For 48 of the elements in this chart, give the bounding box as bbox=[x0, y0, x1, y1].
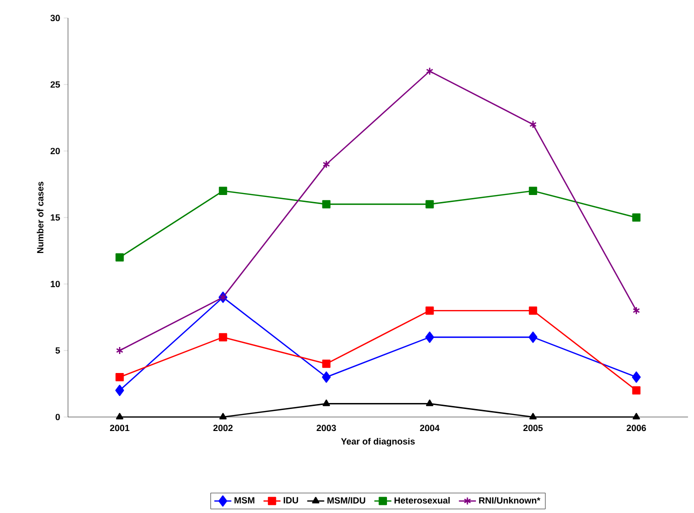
point bbox=[632, 412, 640, 420]
point bbox=[116, 372, 124, 382]
point bbox=[322, 360, 330, 368]
x-axis-title: Year of diagnosis bbox=[341, 438, 415, 446]
x-tick-label: 2003 bbox=[316, 424, 336, 432]
legend-label: IDU bbox=[284, 497, 298, 504]
point bbox=[218, 333, 228, 342]
y-tick-label: 25 bbox=[50, 81, 60, 88]
point bbox=[632, 386, 640, 395]
point bbox=[116, 346, 124, 355]
y-tick-label: 15 bbox=[50, 214, 60, 221]
y-axis-title: Number of cases bbox=[36, 182, 44, 254]
point bbox=[426, 200, 434, 208]
point bbox=[529, 412, 537, 420]
point bbox=[322, 200, 330, 208]
legend-label: MSM/IDU bbox=[327, 496, 366, 504]
y-tick-label: 10 bbox=[50, 280, 60, 288]
legend-label: Heterosexual bbox=[394, 496, 450, 504]
point bbox=[529, 120, 537, 129]
point bbox=[115, 384, 124, 396]
y-tick-label: 5 bbox=[56, 347, 60, 354]
x-tick-label: 2005 bbox=[523, 424, 543, 432]
x-tick-label: 2006 bbox=[626, 424, 646, 432]
x-tick-label: 2004 bbox=[420, 424, 440, 432]
point bbox=[632, 213, 640, 222]
point bbox=[528, 332, 538, 343]
point bbox=[426, 67, 434, 76]
point bbox=[528, 186, 538, 196]
y-tick-label: 0 bbox=[56, 414, 60, 420]
point bbox=[219, 412, 227, 420]
point bbox=[322, 400, 330, 406]
point bbox=[632, 371, 641, 383]
point bbox=[322, 160, 330, 168]
point bbox=[528, 306, 538, 315]
legend-label: MSM bbox=[234, 497, 254, 504]
point bbox=[632, 306, 640, 315]
point bbox=[426, 400, 434, 406]
y-tick-label: 20 bbox=[50, 148, 60, 154]
point bbox=[425, 332, 434, 343]
point bbox=[116, 253, 124, 262]
y-tick-label: 30 bbox=[50, 14, 60, 22]
x-tick-label: 2001 bbox=[110, 424, 130, 432]
point bbox=[116, 412, 124, 420]
point bbox=[426, 306, 434, 315]
x-tick-label: 2002 bbox=[213, 424, 233, 432]
point bbox=[218, 186, 228, 196]
legend-label: RNI/Unknown* bbox=[479, 496, 540, 504]
point bbox=[322, 371, 331, 383]
